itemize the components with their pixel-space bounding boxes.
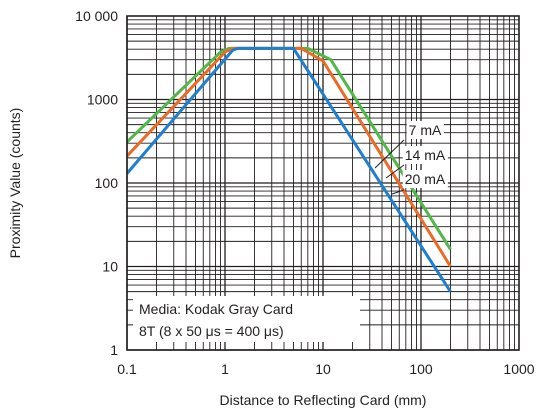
series-leader-line bbox=[385, 164, 405, 179]
media-note-line2: 8T (8 x 50 μs = 400 μs) bbox=[139, 323, 284, 339]
x-tick-label: 0.1 bbox=[117, 361, 137, 377]
y-tick-label: 10 000 bbox=[75, 8, 118, 24]
x-tick-label: 100 bbox=[409, 361, 433, 377]
series-leader-line bbox=[374, 139, 405, 169]
y-tick-label: 1000 bbox=[87, 92, 118, 108]
series-labels: 7 mA 14 mA 20 mA bbox=[374, 121, 448, 195]
series-label-bg bbox=[406, 121, 444, 139]
media-note-box bbox=[133, 296, 360, 342]
x-tick-label: 10 bbox=[315, 361, 331, 377]
media-note-line1: Media: Kodak Gray Card bbox=[139, 301, 293, 317]
x-axis-title: Distance to Reflecting Card (mm) bbox=[220, 392, 427, 408]
series-label-20-ma: 20 mA bbox=[405, 171, 446, 187]
series-label-14-ma: 14 mA bbox=[405, 147, 446, 163]
y-tick-label: 1 bbox=[110, 342, 118, 358]
y-tick-label: 10 bbox=[102, 259, 118, 275]
y-axis-title: Proximity Value (counts) bbox=[7, 108, 23, 259]
series-label-bg bbox=[402, 146, 448, 164]
tick-labels: 0.1 1 10 100 1000 1 10 100 1000 10 000 bbox=[75, 8, 535, 377]
series-lines bbox=[125, 46, 452, 293]
series-line-20-ma bbox=[125, 46, 452, 251]
x-tick-label: 1 bbox=[221, 361, 229, 377]
series-label-bg bbox=[402, 170, 448, 188]
y-tick-label: 100 bbox=[95, 175, 119, 191]
series-line-7-ma bbox=[125, 46, 452, 293]
x-tick-label: 1000 bbox=[503, 361, 534, 377]
series-label-7-ma: 7 mA bbox=[409, 122, 442, 138]
plot-frame bbox=[126, 15, 520, 351]
series-leader-line bbox=[391, 189, 405, 195]
media-note: Media: Kodak Gray Card 8T (8 x 50 μs = 40… bbox=[133, 296, 360, 342]
grid bbox=[126, 16, 519, 351]
